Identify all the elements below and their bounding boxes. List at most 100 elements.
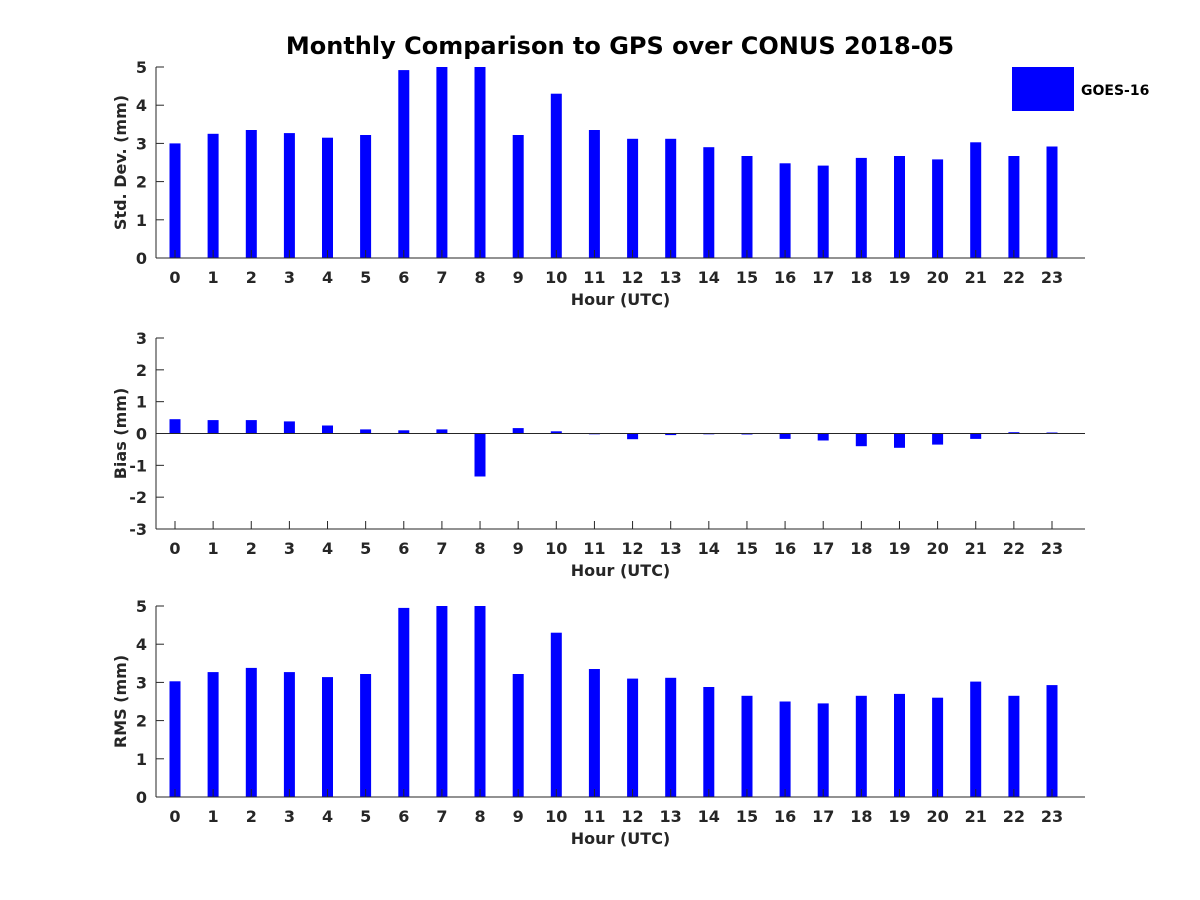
rms-ytick-label: 2 xyxy=(136,712,147,731)
bias-bar-hour-1[interactable] xyxy=(207,420,219,434)
rms-xtick-label: 2 xyxy=(246,807,257,826)
rms-xtick-label: 4 xyxy=(322,807,333,826)
rms-bar-hour-1[interactable] xyxy=(207,672,219,797)
std-xtick-label: 5 xyxy=(360,268,371,287)
rms-bar-hour-0[interactable] xyxy=(169,681,181,797)
bias-bar-hour-2[interactable] xyxy=(245,420,257,434)
rms-bar-hour-23[interactable] xyxy=(1046,685,1058,797)
rms-bar-hour-16[interactable] xyxy=(779,701,791,798)
rms-bar-hour-15[interactable] xyxy=(741,695,753,797)
std-bar-hour-13[interactable] xyxy=(665,138,677,258)
bias-bar-hour-17[interactable] xyxy=(817,433,829,441)
rms-xtick-label: 20 xyxy=(926,807,948,826)
bias-bar-hour-3[interactable] xyxy=(283,421,295,434)
bias-bar-hour-20[interactable] xyxy=(932,433,944,445)
rms-ylabel: RMS (mm) xyxy=(111,655,130,748)
bias-bar-hour-7[interactable] xyxy=(436,429,448,434)
std-bar-hour-22[interactable] xyxy=(1008,156,1020,258)
rms-xtick-label: 10 xyxy=(545,807,567,826)
rms-xtick-label: 8 xyxy=(474,807,485,826)
std-bar-hour-14[interactable] xyxy=(703,147,715,258)
bias-ylabel: Bias (mm) xyxy=(111,388,130,480)
legend[interactable]: GOES-16 xyxy=(1012,67,1149,111)
std-bar-hour-5[interactable] xyxy=(360,135,372,258)
rms-bar-hour-9[interactable] xyxy=(512,674,524,797)
std-bar-hour-18[interactable] xyxy=(855,157,867,258)
bias-bar-hour-19[interactable] xyxy=(894,433,905,448)
std-bar-hour-11[interactable] xyxy=(588,130,600,258)
std-xtick-label: 14 xyxy=(698,268,720,287)
bias-bar-hour-12[interactable] xyxy=(627,433,639,440)
rms-bar-hour-10[interactable] xyxy=(550,632,562,797)
rms-bar-hour-14[interactable] xyxy=(703,687,715,797)
rms-bar-hour-19[interactable] xyxy=(894,693,905,797)
std-xtick-label: 17 xyxy=(812,268,834,287)
std-ytick-label: 4 xyxy=(136,96,147,115)
bias-bar-hour-9[interactable] xyxy=(512,428,524,434)
rms-bar-hour-8[interactable] xyxy=(474,606,486,797)
rms-xtick-label: 14 xyxy=(698,807,720,826)
rms-bar-hour-20[interactable] xyxy=(932,697,944,797)
rms-xtick-label: 3 xyxy=(284,807,295,826)
bias-xtick-label: 13 xyxy=(660,539,682,558)
std-xtick-label: 6 xyxy=(398,268,409,287)
bias-bar-hour-13[interactable] xyxy=(665,433,677,436)
std-xtick-label: 4 xyxy=(322,268,333,287)
bias-bar-hour-18[interactable] xyxy=(855,433,867,447)
rms-bar-hour-12[interactable] xyxy=(627,678,639,797)
std-bar-hour-19[interactable] xyxy=(894,156,905,258)
bias-bar-hour-5[interactable] xyxy=(360,429,372,434)
rms-bar-hour-18[interactable] xyxy=(855,695,867,797)
rms-bar-hour-11[interactable] xyxy=(588,669,600,797)
std-bar-hour-20[interactable] xyxy=(932,159,944,258)
std-ytick-label: 1 xyxy=(136,211,147,230)
std-bar-hour-12[interactable] xyxy=(627,138,639,258)
bias-xtick-label: 21 xyxy=(965,539,987,558)
rms-bar-hour-17[interactable] xyxy=(817,703,829,797)
std-bar-hour-10[interactable] xyxy=(550,93,562,258)
bias-xtick-label: 4 xyxy=(322,539,333,558)
std-bar-hour-16[interactable] xyxy=(779,163,791,258)
std-bar-hour-7[interactable] xyxy=(436,67,448,258)
std-bar-hour-1[interactable] xyxy=(207,133,219,258)
std-xtick-label: 0 xyxy=(169,268,180,287)
rms-ytick-label: 5 xyxy=(136,597,147,616)
rms-bar-hour-2[interactable] xyxy=(245,667,257,797)
rms-bar-hour-6[interactable] xyxy=(398,607,410,797)
bias-xtick-label: 3 xyxy=(284,539,295,558)
std-bar-hour-8[interactable] xyxy=(474,67,486,258)
std-xtick-label: 10 xyxy=(545,268,567,287)
bias-ytick-label: -1 xyxy=(129,456,147,475)
bias-bar-hour-0[interactable] xyxy=(169,419,181,434)
rms-xtick-label: 15 xyxy=(736,807,758,826)
std-bar-hour-4[interactable] xyxy=(322,137,333,258)
std-ytick-label: 3 xyxy=(136,134,147,153)
rms-bar-hour-7[interactable] xyxy=(436,606,448,797)
rms-bar-hour-21[interactable] xyxy=(970,681,982,797)
std-bar-hour-17[interactable] xyxy=(817,165,829,258)
std-bar-hour-0[interactable] xyxy=(169,143,181,258)
std-bar-hour-15[interactable] xyxy=(741,156,753,258)
rms-bar-hour-5[interactable] xyxy=(360,674,372,797)
std-bar-hour-21[interactable] xyxy=(970,142,982,258)
bias-xtick-label: 2 xyxy=(246,539,257,558)
bias-bar-hour-21[interactable] xyxy=(970,433,982,439)
bias-bar-hour-8[interactable] xyxy=(474,433,486,477)
bias-ytick-label: 2 xyxy=(136,361,147,380)
bias-xtick-label: 19 xyxy=(888,539,910,558)
std-bar-hour-9[interactable] xyxy=(512,135,524,258)
bias-bar-hour-16[interactable] xyxy=(779,433,791,439)
std-bar-hour-2[interactable] xyxy=(245,130,257,258)
rms-bar-hour-13[interactable] xyxy=(665,677,677,797)
rms-ytick-label: 3 xyxy=(136,673,147,692)
bias-bar-hour-4[interactable] xyxy=(322,425,333,434)
bias-bar-hour-22[interactable] xyxy=(1008,432,1020,434)
bias-bar-hour-6[interactable] xyxy=(398,430,410,434)
rms-bar-hour-4[interactable] xyxy=(322,677,333,797)
std-bar-hour-3[interactable] xyxy=(283,133,295,258)
std-bar-hour-6[interactable] xyxy=(398,70,410,258)
std-bar-hour-23[interactable] xyxy=(1046,146,1058,259)
bias-bar-hour-10[interactable] xyxy=(550,431,562,434)
rms-bar-hour-22[interactable] xyxy=(1008,695,1020,797)
rms-bar-hour-3[interactable] xyxy=(283,672,295,797)
